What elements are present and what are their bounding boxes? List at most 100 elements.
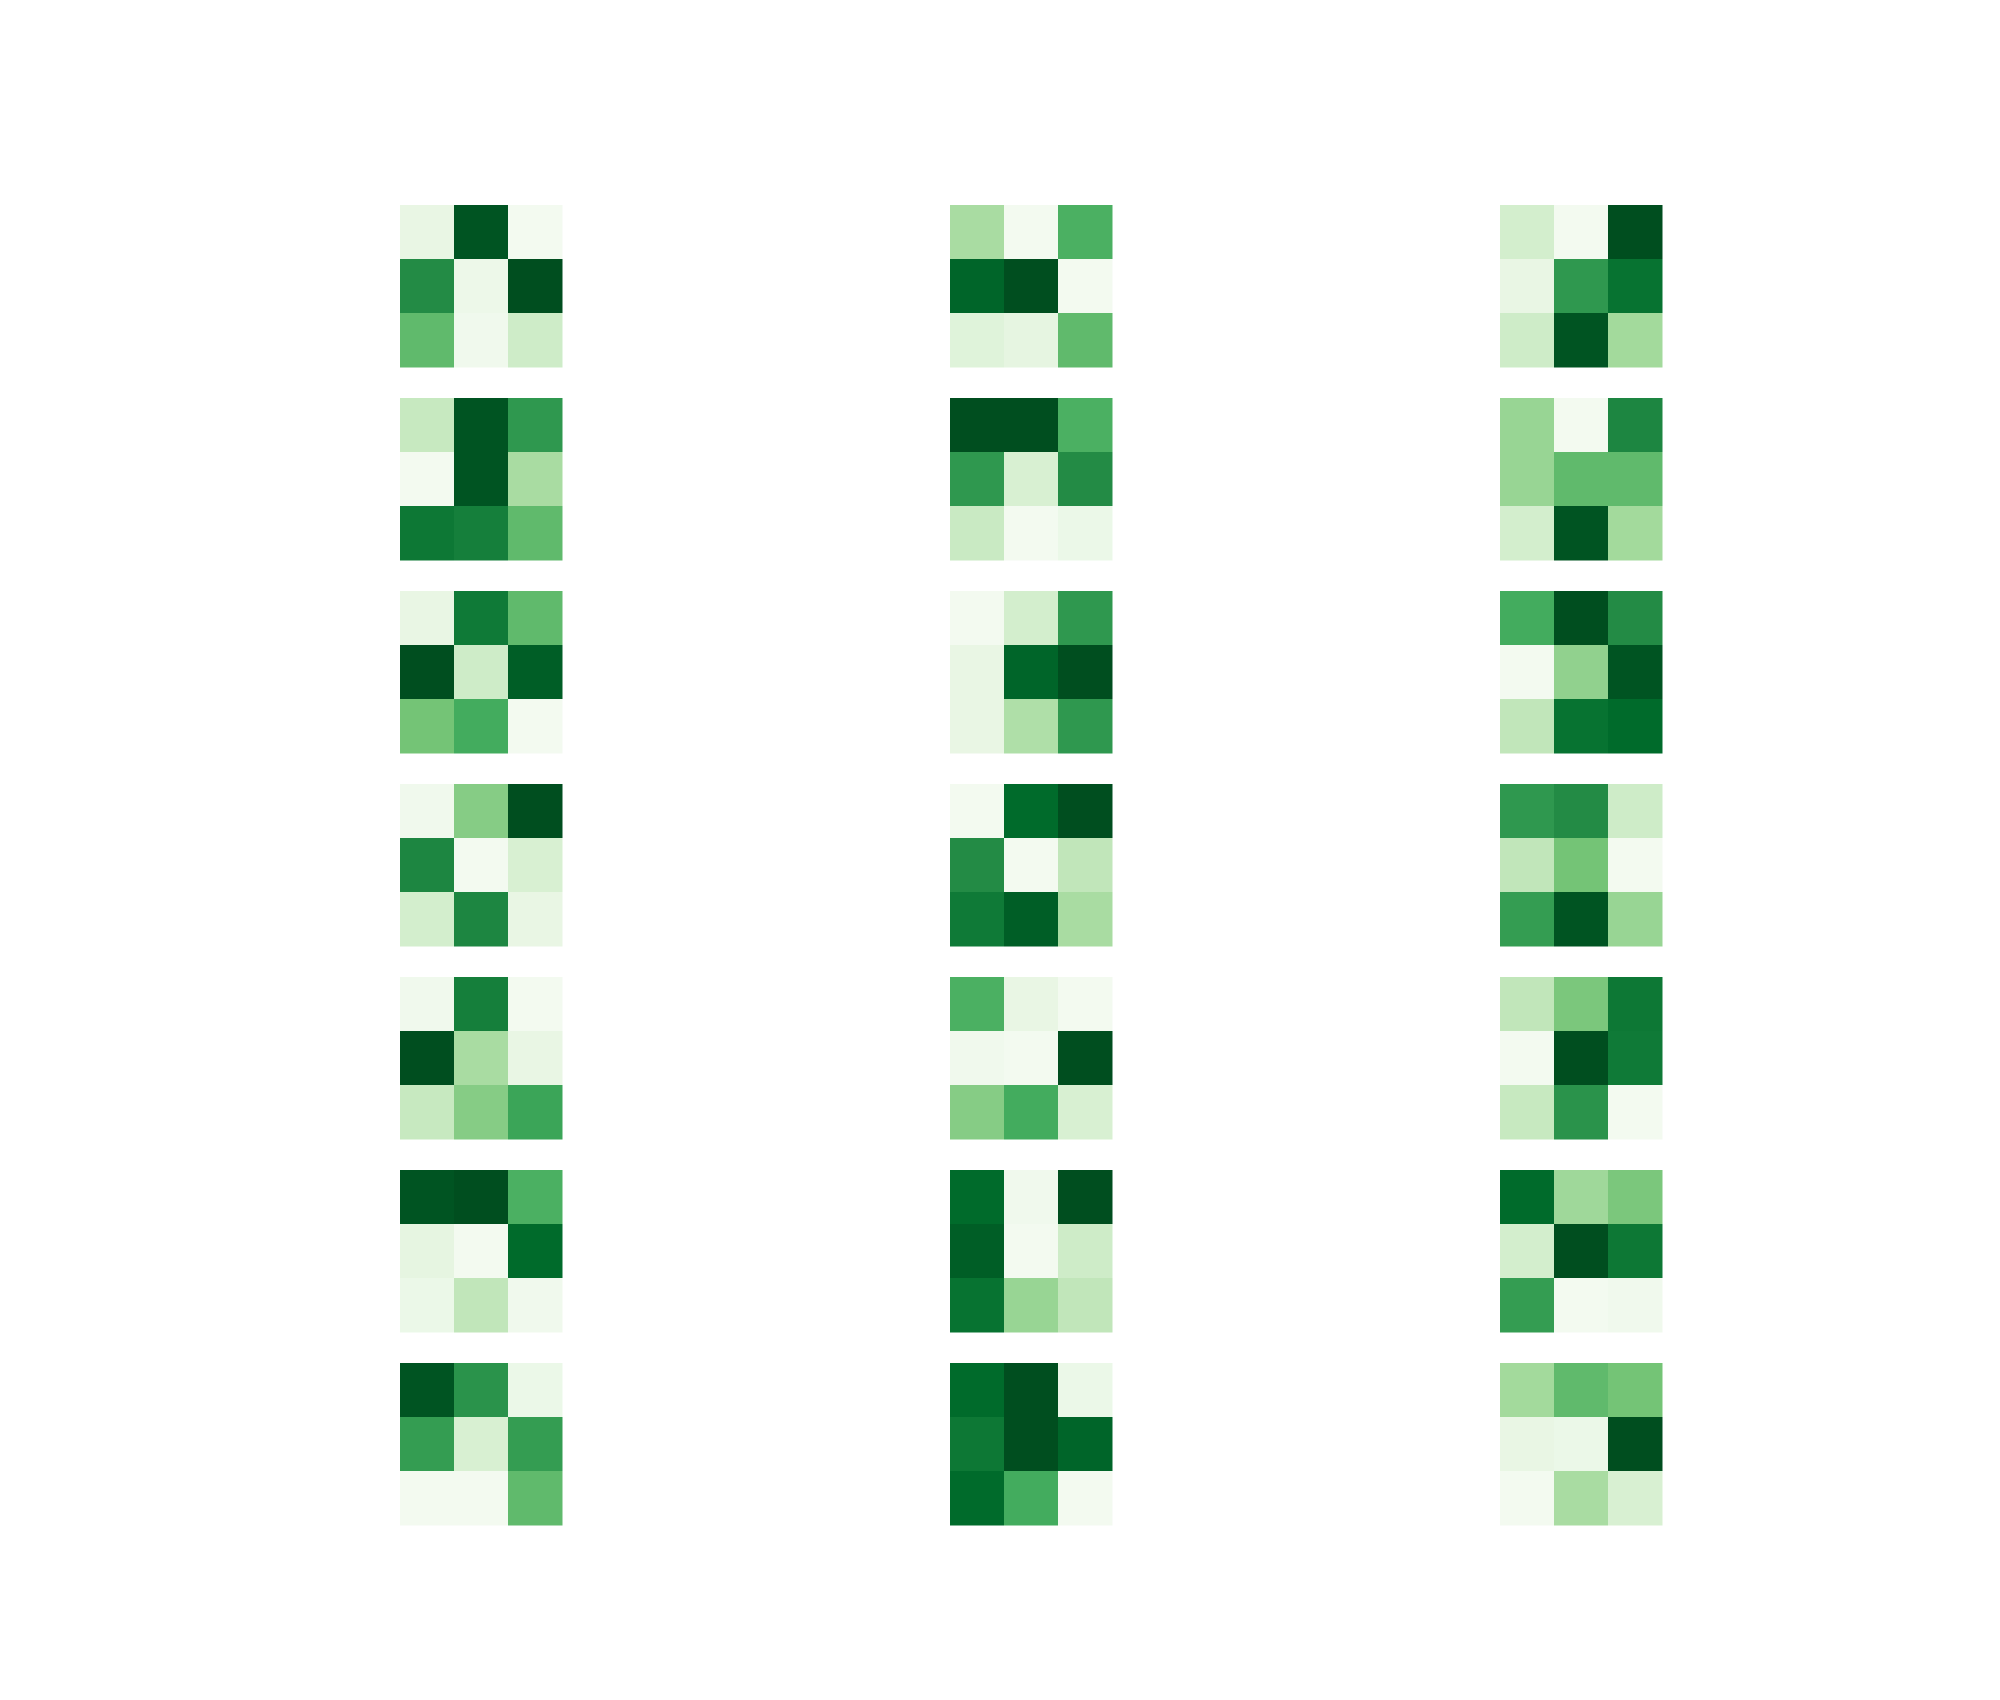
heatmap-cell <box>454 591 509 646</box>
heatmap-cell <box>1058 313 1113 368</box>
heatmap-cell <box>1058 1417 1113 1472</box>
heatmap-cell <box>1004 699 1059 754</box>
heatmap-cell <box>400 1170 455 1225</box>
heatmap-cell <box>1500 977 1555 1032</box>
heatmap-cell <box>950 977 1005 1032</box>
heatmap-cell <box>1608 452 1663 507</box>
heatmap-cell <box>508 977 563 1032</box>
heatmap-cell <box>1058 1085 1113 1140</box>
heatmap-cell <box>1004 313 1059 368</box>
heatmap-cell <box>508 1085 563 1140</box>
heatmap-cell <box>508 1031 563 1086</box>
heatmap-cell <box>508 452 563 507</box>
heatmap-cell <box>1500 784 1555 839</box>
heatmap-panel-r2-c2 <box>950 398 1113 561</box>
heatmap-cell <box>1554 259 1609 314</box>
heatmap-cell <box>400 259 455 314</box>
heatmap-cell <box>950 259 1005 314</box>
heatmap-cell <box>1554 1471 1609 1526</box>
heatmap-cell <box>1058 398 1113 453</box>
heatmap-panel-r2-c3 <box>1500 398 1663 561</box>
heatmap-cell <box>454 398 509 453</box>
heatmap-cell <box>1058 1170 1113 1225</box>
heatmap-cell <box>1608 205 1663 260</box>
heatmap-cell <box>508 1278 563 1333</box>
heatmap-cell <box>1004 205 1059 260</box>
heatmap-cell <box>454 205 509 260</box>
heatmap-cell <box>1554 699 1609 754</box>
heatmap-panel-r1-c2 <box>950 205 1113 368</box>
heatmap-cell <box>400 452 455 507</box>
heatmap-cell <box>454 838 509 893</box>
heatmap-cell <box>1608 892 1663 947</box>
heatmap-cell <box>454 645 509 700</box>
heatmap-cell <box>400 205 455 260</box>
heatmap-cell <box>1500 259 1555 314</box>
heatmap-cell <box>400 591 455 646</box>
heatmap-cell <box>950 1363 1005 1418</box>
heatmap-cell <box>454 699 509 754</box>
heatmap-cell <box>454 1224 509 1279</box>
heatmap-cell <box>400 398 455 453</box>
heatmap-cell <box>400 977 455 1032</box>
heatmap-cell <box>950 1224 1005 1279</box>
heatmap-panel-r7-c3 <box>1500 1363 1663 1526</box>
heatmap-cell <box>1500 452 1555 507</box>
heatmap-cell <box>1004 506 1059 561</box>
heatmap-cell <box>1500 506 1555 561</box>
heatmap-cell <box>1004 398 1059 453</box>
heatmap-cell <box>454 1085 509 1140</box>
heatmap-cell <box>1500 645 1555 700</box>
heatmap-cell <box>454 1417 509 1472</box>
heatmap-cell <box>1554 591 1609 646</box>
heatmap-cell <box>1608 1031 1663 1086</box>
heatmap-cell <box>508 1363 563 1418</box>
heatmap-cell <box>508 1471 563 1526</box>
heatmap-cell <box>950 1278 1005 1333</box>
heatmap-cell <box>1554 1170 1609 1225</box>
heatmap-cell <box>1608 699 1663 754</box>
heatmap-cell <box>400 1363 455 1418</box>
heatmap-cell <box>1058 699 1113 754</box>
heatmap-cell <box>1004 1471 1059 1526</box>
heatmap-cell <box>1004 977 1059 1032</box>
heatmap-cell <box>508 398 563 453</box>
heatmap-panel-r4-c2 <box>950 784 1113 947</box>
heatmap-cell <box>508 259 563 314</box>
heatmap-cell <box>454 1471 509 1526</box>
heatmap-panel-r7-c1 <box>400 1363 563 1526</box>
heatmap-cell <box>1500 1363 1555 1418</box>
heatmap-cell <box>1058 977 1113 1032</box>
heatmap-cell <box>950 699 1005 754</box>
heatmap-cell <box>950 645 1005 700</box>
heatmap-cell <box>1608 1170 1663 1225</box>
heatmap-cell <box>1608 977 1663 1032</box>
heatmap-cell <box>1554 313 1609 368</box>
heatmap-cell <box>1554 645 1609 700</box>
heatmap-cell <box>1500 313 1555 368</box>
heatmap-cell <box>1058 205 1113 260</box>
heatmap-cell <box>1500 1224 1555 1279</box>
heatmap-cell <box>1554 1363 1609 1418</box>
heatmap-cell <box>1554 1031 1609 1086</box>
heatmap-cell <box>1004 645 1059 700</box>
heatmap-cell <box>1058 1363 1113 1418</box>
heatmap-cell <box>400 1224 455 1279</box>
heatmap-panel-r4-c1 <box>400 784 563 947</box>
heatmap-cell <box>1554 977 1609 1032</box>
heatmap-cell <box>1608 591 1663 646</box>
heatmap-panel-r6-c2 <box>950 1170 1113 1333</box>
heatmap-cell <box>508 506 563 561</box>
heatmap-cell <box>950 1085 1005 1140</box>
heatmap-cell <box>1554 398 1609 453</box>
heatmap-cell <box>1004 1278 1059 1333</box>
heatmap-cell <box>1554 1278 1609 1333</box>
heatmap-cell <box>950 398 1005 453</box>
heatmap-cell <box>1608 506 1663 561</box>
heatmap-cell <box>400 1278 455 1333</box>
heatmap-panel-r3-c3 <box>1500 591 1663 754</box>
heatmap-cell <box>1500 1031 1555 1086</box>
heatmap-panel-r5-c1 <box>400 977 563 1140</box>
heatmap-panel-r4-c3 <box>1500 784 1663 947</box>
